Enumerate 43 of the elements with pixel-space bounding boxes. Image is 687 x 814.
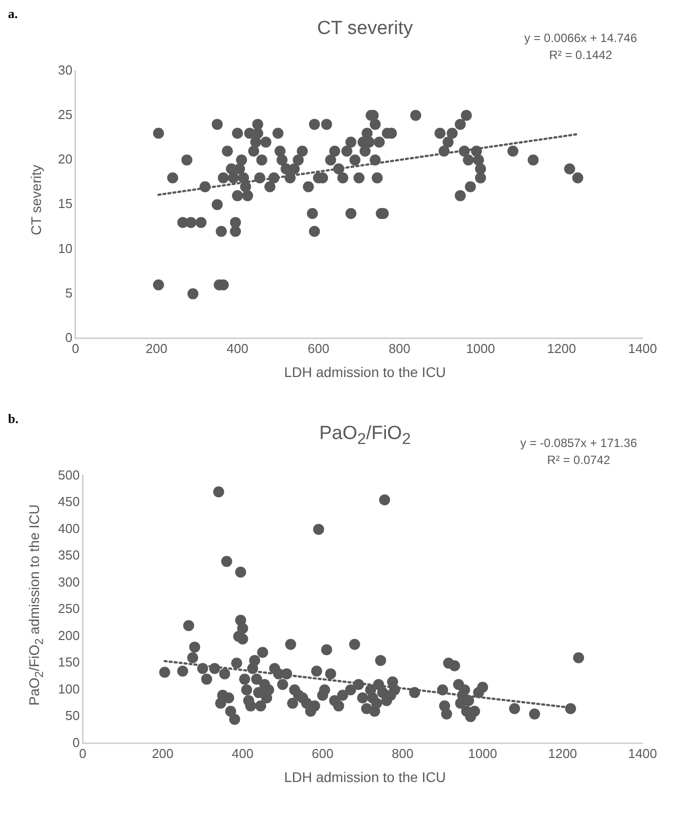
- x-axis-title: LDH admission to the ICU: [283, 364, 447, 380]
- x-tick-label: 400: [226, 340, 248, 356]
- text: y = -0.0857x + 171.36: [520, 436, 637, 450]
- x-tick-label: 800: [392, 746, 414, 761]
- y-tick-label: 30: [58, 62, 72, 78]
- y-tick-label: 50: [65, 708, 80, 724]
- y-tick-label: 5: [65, 285, 72, 300]
- x-tick-label: 400: [232, 746, 254, 761]
- y-tick-label: 15: [58, 196, 72, 212]
- y-tick-label: 200: [58, 628, 80, 643]
- y-tick-label: 500: [58, 467, 80, 482]
- y-tick-label: 250: [58, 601, 80, 616]
- x-tick-label: 1000: [466, 340, 495, 356]
- y-tick-label: 450: [58, 494, 80, 510]
- y-tick-label: 400: [58, 520, 80, 536]
- y-axis-title: CT severity: [28, 164, 44, 236]
- x-tick-label: 200: [146, 340, 168, 356]
- x-tick-label: 1200: [547, 340, 576, 356]
- y-tick-label: 350: [58, 548, 80, 563]
- chart-title: PaO$_{2}$/FiO$_{2}$: [319, 423, 411, 448]
- y-tick-label: 25: [58, 106, 72, 122]
- y-tick-label: 150: [58, 654, 80, 670]
- y-tick-label: 0: [72, 734, 80, 750]
- x-tick-label: 1400: [628, 340, 657, 356]
- y-tick-label: 20: [58, 152, 72, 167]
- x-tick-label: 1000: [468, 746, 498, 761]
- text: b.: [8, 411, 18, 427]
- x-tick-label: 1400: [628, 746, 657, 761]
- text: R² = 0.0742: [547, 453, 610, 467]
- y-tick-label: 300: [58, 574, 80, 590]
- text: a.: [8, 6, 18, 22]
- y-tick-label: 0: [65, 330, 72, 345]
- x-tick-label: 600: [308, 340, 330, 356]
- x-tick-label: 1200: [548, 746, 578, 761]
- x-axis-title: LDH admission to the ICU: [283, 769, 447, 785]
- y-tick-label: 100: [58, 681, 80, 696]
- text: y = 0.0066x + 14.746: [524, 31, 637, 45]
- chart-title: CT severity: [317, 18, 413, 39]
- x-tick-label: 800: [388, 340, 410, 356]
- text: R² = 0.1442: [549, 48, 612, 62]
- x-tick-label: 200: [152, 746, 174, 761]
- x-tick-label: 600: [312, 746, 334, 761]
- y-tick-label: 10: [58, 240, 72, 256]
